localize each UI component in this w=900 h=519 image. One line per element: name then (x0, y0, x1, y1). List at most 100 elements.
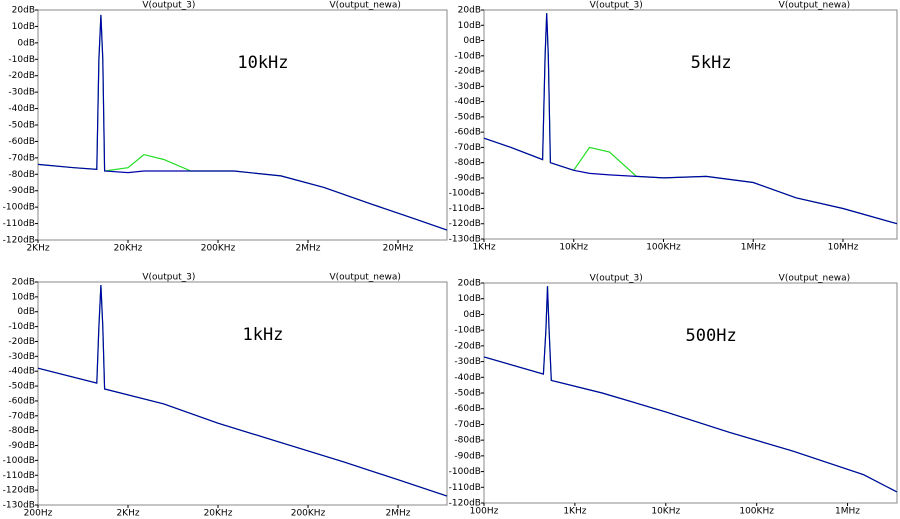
legend-entry: V(output_newa) (329, 1, 400, 11)
y-tick-label: -80dB (454, 436, 481, 446)
annotation: 500Hz (686, 326, 737, 346)
y-tick-label: -90dB (454, 173, 481, 183)
x-tick-label: 10KHz (651, 507, 680, 517)
series-line (37, 284, 448, 497)
y-tick-label: -60dB (454, 128, 481, 138)
x-tick-label: 1MHz (835, 507, 860, 517)
y-tick-label: -40dB (8, 104, 35, 114)
y-tick-label: -30dB (8, 352, 35, 362)
x-tick-label: 20KHz (114, 244, 143, 254)
annotation: 1kHz (242, 325, 283, 345)
y-tick-label: -20dB (454, 341, 481, 351)
y-tick-label: -90dB (454, 451, 481, 461)
y-tick-label: -70dB (454, 143, 481, 153)
y-tick-label: -120dB (449, 219, 481, 229)
y-tick-label: -80dB (8, 426, 35, 436)
y-tick-label: -80dB (8, 170, 35, 180)
legend-entry: V(output_newa) (779, 274, 850, 284)
y-tick-label: -130dB (449, 235, 481, 245)
x-tick-label: 2MHz (386, 509, 411, 519)
y-tick-label: -50dB (8, 382, 35, 392)
y-tick-label: -50dB (454, 389, 481, 399)
annotation: 10kHz (237, 53, 288, 73)
legend-entry: V(output_newa) (779, 1, 850, 11)
y-tick-label: -40dB (454, 373, 481, 383)
y-tick-label: -30dB (8, 88, 35, 98)
x-tick-label: 200Hz (24, 509, 53, 519)
x-tick-label: 2MHz (296, 244, 321, 254)
y-tick-label: -10dB (8, 322, 35, 332)
y-tick-label: -40dB (8, 367, 35, 377)
y-tick-label: -110dB (449, 204, 481, 214)
legend-entry: V(output_3) (142, 1, 195, 11)
y-tick-label: -120dB (3, 486, 35, 496)
x-tick-label: 20MHz (383, 244, 414, 254)
y-tick-label: -100dB (449, 189, 481, 199)
y-tick-label: 0dB (463, 36, 481, 46)
y-tick-label: -10dB (454, 51, 481, 61)
y-tick-label: 10dB (12, 292, 35, 302)
series-line (37, 14, 448, 231)
plot-frame (37, 281, 448, 506)
x-tick-label: 2KHz (26, 244, 49, 254)
y-tick-label: 20dB (12, 6, 35, 16)
y-tick-label: -100dB (3, 456, 35, 466)
x-tick-label: 100KHz (739, 507, 774, 517)
y-tick-label: -40dB (454, 97, 481, 107)
y-tick-label: -10dB (8, 55, 35, 65)
plot-frame (483, 9, 898, 240)
annotation: 5kHz (691, 53, 732, 73)
y-tick-label: 20dB (458, 279, 481, 289)
y-tick-label: -20dB (454, 67, 481, 77)
y-tick-label: 0dB (17, 38, 35, 48)
y-tick-label: -120dB (3, 236, 35, 246)
y-tick-label: -130dB (3, 501, 35, 511)
y-tick-label: -70dB (8, 411, 35, 421)
y-tick-label: -90dB (8, 186, 35, 196)
y-tick-label: -100dB (449, 467, 481, 477)
y-tick-label: -60dB (8, 137, 35, 147)
x-tick-label: 1MHz (741, 243, 766, 253)
y-tick-label: 10dB (458, 21, 481, 31)
y-tick-label: -50dB (8, 121, 35, 131)
y-tick-label: -20dB (8, 71, 35, 81)
x-tick-label: 10KHz (559, 243, 588, 253)
y-tick-label: -120dB (449, 499, 481, 509)
x-tick-label: 200KHz (201, 244, 236, 254)
x-tick-label: 20KHz (204, 509, 233, 519)
x-tick-label: 100KHz (646, 243, 681, 253)
y-tick-label: 20dB (12, 278, 35, 288)
y-tick-label: -30dB (454, 357, 481, 367)
y-tick-label: 10dB (458, 294, 481, 304)
legend-entry: V(output_newa) (329, 273, 400, 283)
y-tick-label: -10dB (454, 326, 481, 336)
y-tick-label: -60dB (8, 396, 35, 406)
y-tick-label: 0dB (17, 307, 35, 317)
y-tick-label: -110dB (3, 219, 35, 229)
y-tick-label: -100dB (3, 203, 35, 213)
y-tick-label: -30dB (454, 82, 481, 92)
y-tick-label: -70dB (8, 153, 35, 163)
y-tick-label: -110dB (3, 471, 35, 481)
y-tick-label: -80dB (454, 158, 481, 168)
y-tick-label: -70dB (454, 420, 481, 430)
y-tick-label: 20dB (458, 6, 481, 16)
legend-entry: V(output_3) (142, 273, 195, 283)
series-line (483, 13, 898, 225)
y-tick-label: -50dB (454, 112, 481, 122)
y-tick-label: -110dB (449, 483, 481, 493)
y-tick-label: 0dB (463, 310, 481, 320)
y-tick-label: -90dB (8, 441, 35, 451)
y-tick-label: -20dB (8, 337, 35, 347)
legend-entry: V(output_3) (590, 1, 643, 11)
x-tick-label: 1KHz (472, 243, 495, 253)
x-tick-label: 2KHz (116, 509, 139, 519)
x-tick-label: 1KHz (563, 507, 586, 517)
series-line (483, 286, 898, 493)
legend-entry: V(output_3) (590, 274, 643, 284)
x-tick-label: 100Hz (470, 507, 499, 517)
x-tick-label: 200KHz (291, 509, 326, 519)
y-tick-label: 10dB (12, 22, 35, 32)
y-tick-label: -60dB (454, 404, 481, 414)
